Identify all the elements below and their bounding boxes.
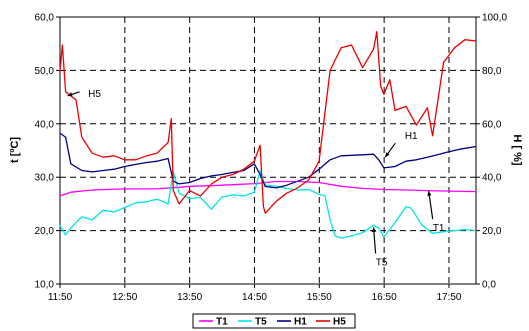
legend-label-t1: T1 <box>216 317 228 328</box>
y-tick-label: 20,0 <box>35 226 55 237</box>
x-tick-label: 17:50 <box>436 292 461 303</box>
y-tick-label: 40,0 <box>35 119 55 130</box>
y2-tick-label: 80,0 <box>482 66 502 77</box>
plot-area <box>59 16 477 285</box>
series-group <box>59 31 477 239</box>
legend-label-h1: H1 <box>294 317 307 328</box>
x-tick-label: 15:50 <box>307 292 332 303</box>
y-tick-label: 50,0 <box>35 66 55 77</box>
annotation-arrow <box>428 190 434 220</box>
y2-tick-label: 40,0 <box>482 173 502 184</box>
x-tick-label: 12:50 <box>112 292 137 303</box>
annotation-label-t5: T5 <box>376 257 388 268</box>
series-line-t1 <box>59 180 477 197</box>
legend-box <box>192 313 356 329</box>
y2-axis-ticks: 0,0 20,0 40,0 60,0 80,0 100,0 <box>476 13 507 291</box>
y2-tick-label: 100,0 <box>482 13 507 24</box>
grid <box>60 17 476 284</box>
x-tick-label: 16:50 <box>372 292 397 303</box>
x-tick-label: 11:50 <box>48 292 73 303</box>
x-tick-label: 14:50 <box>242 292 267 303</box>
y2-axis-title: H [ %] <box>511 134 523 166</box>
annotation-label-h1: H1 <box>405 131 418 142</box>
y2-tick-label: 0,0 <box>482 280 496 291</box>
y-axis-ticks: 10,0 20,0 30,0 40,0 50,0 60,0 <box>35 13 60 291</box>
legend-label-h5: H5 <box>333 317 346 328</box>
annotation-arrowhead <box>371 227 377 233</box>
y2-tick-label: 60,0 <box>482 119 502 130</box>
legend-label-t5: T5 <box>255 317 267 328</box>
y-tick-label: 60,0 <box>35 13 55 24</box>
legend: T1 T5 H1 H5 <box>192 313 356 329</box>
y-axis-title: t [ºC] <box>9 137 21 163</box>
annotation-label-h5: H5 <box>88 89 101 100</box>
x-axis-ticks: 11:50 12:50 13:50 14:50 15:50 16:50 17:50 <box>48 284 462 303</box>
annotation-arrowhead <box>427 191 432 196</box>
annotations: H5 H1 T1 T5 <box>67 89 445 268</box>
annotation-label-t1: T1 <box>433 223 445 234</box>
annotation-arrowhead <box>67 92 73 97</box>
series-line-h5 <box>59 31 477 214</box>
y2-tick-label: 20,0 <box>482 226 502 237</box>
annotation-arrowhead <box>385 152 390 158</box>
x-tick-label: 13:50 <box>177 292 202 303</box>
series-line-t5 <box>59 170 477 239</box>
y-tick-label: 30,0 <box>35 173 55 184</box>
y-tick-label: 10,0 <box>35 280 55 291</box>
series-line-h1 <box>59 132 477 189</box>
